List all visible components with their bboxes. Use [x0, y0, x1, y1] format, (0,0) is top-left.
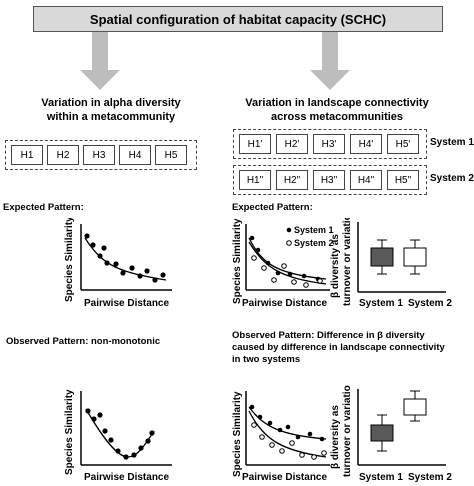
left-habitat-group: H1 H2 H3 H4 H5 [5, 140, 197, 170]
x-axis-label: Pairwise Distance [84, 472, 169, 483]
expected-beta-plot: β diversity as turnover or variation Sys… [330, 218, 452, 309]
left-heading: Variation in alpha diversity within a me… [0, 96, 222, 124]
system2-points [251, 422, 327, 460]
box-system1 [370, 414, 394, 452]
right-heading-line-1: Variation in landscape connectivity [245, 97, 429, 109]
system2-habitat-group: H1" H2" H3" H4" H5" [233, 165, 427, 195]
expected-pattern-left-label: Expected Pattern: [3, 202, 84, 213]
observed-pattern-right-label: Observed Pattern: Difference in β divers… [232, 330, 445, 366]
observed-right-line-2: caused by difference in landscape connec… [232, 342, 445, 353]
system2-points [251, 255, 323, 288]
y-axis-label: Species Similarity [232, 218, 243, 304]
observed-pattern-left-label: Observed Pattern: non-monotonic [6, 336, 161, 347]
right-heading-line-2: across metacommunities [270, 111, 404, 123]
x-label-system2: System 2 [408, 472, 452, 483]
habitat-cell: H2" [276, 170, 308, 190]
data-points [84, 233, 166, 283]
system1-label: System 1 [430, 137, 474, 148]
box-system2 [403, 239, 427, 275]
main-title: Spatial configuration of habitat capacit… [33, 6, 443, 32]
y-axis-label: Species Similarity [232, 391, 243, 477]
right-down-arrow [310, 30, 350, 90]
expected-right-plot: System 1 System 2 Species Similarity Pai… [232, 218, 334, 309]
observed-right-line-1: Observed Pattern: Difference in β divers… [232, 330, 425, 341]
legend-system2: System 2 [294, 238, 334, 248]
x-label-system1: System 1 [359, 472, 403, 483]
y-axis-label: Species Similarity [64, 389, 75, 475]
fitted-decay-curve [84, 237, 167, 281]
expected-left-plot: Species Similarity Pairwise Distance [64, 218, 172, 309]
habitat-cell: H4' [350, 134, 382, 154]
habitat-cell: H1' [239, 134, 271, 154]
observed-left-plot: Species Similarity Pairwise Distance [64, 389, 172, 483]
x-label-system2: System 2 [408, 298, 452, 309]
observed-right-line-3: in two systems [232, 354, 301, 365]
habitat-cell: H5 [155, 145, 187, 165]
y-axis-label-line2: turnover or variation [342, 218, 353, 306]
y-axis-label-line2: turnover or variation [342, 385, 353, 477]
system2-label: System 2 [430, 173, 474, 184]
habitat-cell: H2 [47, 145, 79, 165]
box-system2 [403, 390, 427, 422]
x-label-system1: System 1 [359, 298, 403, 309]
legend-marker-open [286, 240, 292, 246]
system1-points [249, 404, 325, 442]
x-axis-label: Pairwise Distance [242, 472, 327, 483]
habitat-cell: H5' [387, 134, 419, 154]
x-axis-label: Pairwise Distance [84, 298, 169, 309]
expected-pattern-right-label: Expected Pattern: [232, 202, 313, 213]
habitat-cell: H2' [276, 134, 308, 154]
legend-system1: System 1 [294, 225, 334, 235]
box-system1 [370, 239, 394, 275]
habitat-cell: H5" [387, 170, 419, 190]
observed-beta-plot: β diversity as turnover or variation Sys… [330, 385, 452, 483]
y-axis-label: Species Similarity [64, 218, 75, 302]
habitat-cell: H3 [83, 145, 115, 165]
habitat-cell: H1" [239, 170, 271, 190]
data-points [85, 408, 155, 460]
left-heading-line-1: Variation in alpha diversity [41, 97, 181, 109]
fitted-curve-system1 [248, 406, 327, 440]
left-heading-line-2: within a metacommunity [46, 111, 176, 123]
fitted-curve-system1 [248, 237, 327, 280]
habitat-cell: H3" [313, 170, 345, 190]
observed-right-plot: Species Similarity Pairwise Distance [232, 391, 330, 483]
habitat-cell: H4 [119, 145, 151, 165]
habitat-cell: H3' [313, 134, 345, 154]
left-down-arrow [80, 30, 120, 90]
right-heading: Variation in landscape connectivity acro… [222, 96, 452, 124]
habitat-cell: H4" [350, 170, 382, 190]
system1-points [249, 235, 321, 282]
y-axis-label-line1: β diversity as [330, 234, 341, 298]
legend-marker-filled [286, 227, 292, 233]
y-axis-label-line1: β diversity as [330, 405, 341, 469]
x-axis-label: Pairwise Distance [242, 298, 327, 309]
system1-habitat-group: H1' H2' H3' H4' H5' [233, 129, 427, 159]
habitat-cell: H1 [11, 145, 43, 165]
